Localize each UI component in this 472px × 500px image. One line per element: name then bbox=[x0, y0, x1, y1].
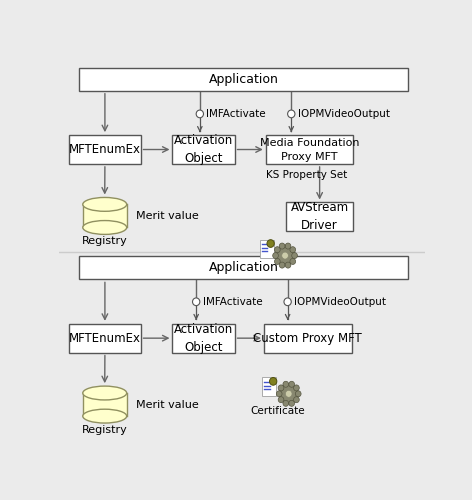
Bar bbox=[83, 393, 126, 416]
Circle shape bbox=[294, 396, 299, 402]
Text: Activation
Object: Activation Object bbox=[174, 322, 233, 354]
Ellipse shape bbox=[83, 409, 126, 423]
Bar bbox=[262, 378, 276, 396]
Circle shape bbox=[278, 396, 284, 402]
Ellipse shape bbox=[83, 220, 126, 234]
Circle shape bbox=[295, 391, 301, 397]
Text: Application: Application bbox=[209, 262, 278, 274]
Circle shape bbox=[193, 298, 200, 306]
Text: Merit value: Merit value bbox=[136, 211, 199, 221]
Bar bbox=[69, 324, 141, 352]
Circle shape bbox=[196, 110, 203, 118]
Ellipse shape bbox=[83, 386, 126, 400]
Circle shape bbox=[287, 110, 295, 118]
Text: Custom Proxy MFT: Custom Proxy MFT bbox=[253, 332, 362, 344]
Bar bbox=[79, 256, 408, 280]
Bar bbox=[172, 135, 235, 164]
Circle shape bbox=[273, 252, 278, 258]
Circle shape bbox=[279, 243, 285, 249]
Text: Certificate: Certificate bbox=[247, 268, 302, 278]
Circle shape bbox=[279, 384, 298, 404]
Circle shape bbox=[278, 385, 284, 391]
Text: KS Property Set: KS Property Set bbox=[266, 170, 347, 179]
Text: Registry: Registry bbox=[82, 424, 127, 434]
Bar bbox=[266, 135, 354, 164]
Text: Media Foundation
Proxy MFT: Media Foundation Proxy MFT bbox=[260, 138, 359, 162]
Text: Certificate: Certificate bbox=[251, 406, 305, 416]
Text: Application: Application bbox=[209, 72, 278, 86]
Circle shape bbox=[276, 246, 295, 266]
Circle shape bbox=[286, 390, 292, 398]
Circle shape bbox=[282, 252, 288, 259]
Circle shape bbox=[275, 246, 280, 252]
Circle shape bbox=[277, 391, 282, 397]
Text: IMFActivate: IMFActivate bbox=[206, 109, 266, 119]
Circle shape bbox=[292, 252, 297, 258]
Text: Registry: Registry bbox=[82, 236, 127, 246]
Circle shape bbox=[283, 382, 289, 388]
Bar bbox=[172, 324, 235, 352]
Text: Merit value: Merit value bbox=[136, 400, 199, 409]
Circle shape bbox=[285, 243, 291, 249]
Bar bbox=[79, 68, 408, 91]
Circle shape bbox=[279, 262, 285, 268]
Circle shape bbox=[290, 246, 295, 252]
Circle shape bbox=[289, 382, 295, 388]
Ellipse shape bbox=[83, 198, 126, 211]
Bar bbox=[69, 135, 141, 164]
Circle shape bbox=[290, 258, 295, 264]
Circle shape bbox=[275, 258, 280, 264]
Circle shape bbox=[270, 378, 277, 385]
Text: Activation
Object: Activation Object bbox=[174, 134, 233, 165]
Text: IOPMVideoOutput: IOPMVideoOutput bbox=[298, 109, 390, 119]
Bar bbox=[286, 202, 354, 232]
Circle shape bbox=[267, 240, 274, 248]
Circle shape bbox=[294, 385, 299, 391]
Text: MFTEnumEx: MFTEnumEx bbox=[69, 332, 141, 344]
Circle shape bbox=[289, 400, 295, 406]
Bar bbox=[264, 324, 352, 352]
Circle shape bbox=[283, 400, 289, 406]
Text: AVStream
Driver: AVStream Driver bbox=[291, 202, 349, 232]
Bar bbox=[260, 240, 274, 258]
Circle shape bbox=[285, 262, 291, 268]
Text: IOPMVideoOutput: IOPMVideoOutput bbox=[294, 297, 386, 307]
Circle shape bbox=[284, 298, 291, 306]
Text: IMFActivate: IMFActivate bbox=[203, 297, 262, 307]
Text: MFTEnumEx: MFTEnumEx bbox=[69, 143, 141, 156]
Bar bbox=[83, 204, 126, 228]
